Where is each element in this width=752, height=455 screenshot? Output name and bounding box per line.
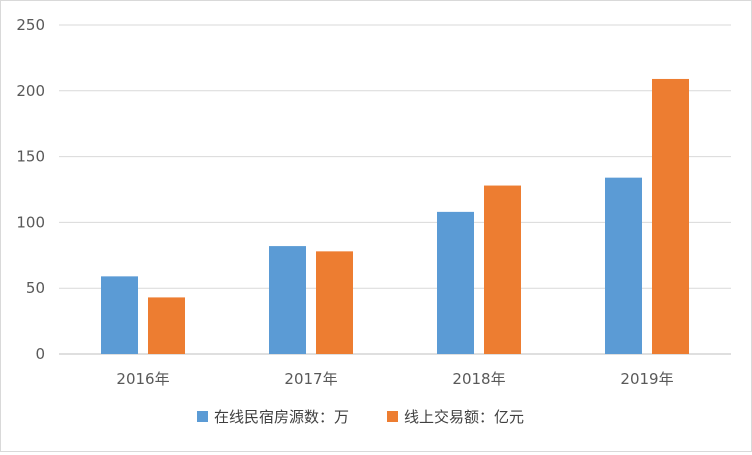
legend: 在线民宿房源数：万 线上交易额：亿元 — [197, 408, 524, 426]
y-tick-label: 150 — [16, 148, 45, 166]
legend-swatch-2 — [387, 411, 398, 422]
bar-series1-0 — [101, 276, 138, 354]
legend-label-2: 线上交易额：亿元 — [404, 408, 524, 426]
bar-series2-0 — [148, 297, 185, 354]
y-tick-label: 0 — [35, 345, 45, 363]
legend-swatch-1 — [197, 411, 208, 422]
bar-series2-1 — [316, 251, 353, 354]
x-tick-label: 2019年 — [620, 370, 673, 388]
bars — [101, 78, 689, 355]
bar-series2-3 — [652, 78, 689, 355]
x-tick-label: 2017年 — [284, 370, 337, 388]
y-tick-label: 50 — [26, 279, 45, 297]
x-tick-label: 2018年 — [452, 370, 505, 388]
bar-series2-2 — [484, 185, 521, 354]
bar-series1-1 — [269, 246, 306, 354]
y-tick-label: 100 — [16, 213, 45, 231]
y-axis-ticks: 0 50 100 150 200 250 — [16, 16, 45, 363]
x-axis-ticks: 2016年 2017年 2018年 2019年 — [116, 370, 673, 388]
y-tick-label: 200 — [16, 82, 45, 100]
legend-label-1: 在线民宿房源数：万 — [214, 408, 349, 426]
x-tick-label: 2016年 — [116, 370, 169, 388]
y-tick-label: 250 — [16, 16, 45, 34]
bar-series1-2 — [437, 211, 474, 354]
bar-series1-3 — [605, 177, 642, 354]
